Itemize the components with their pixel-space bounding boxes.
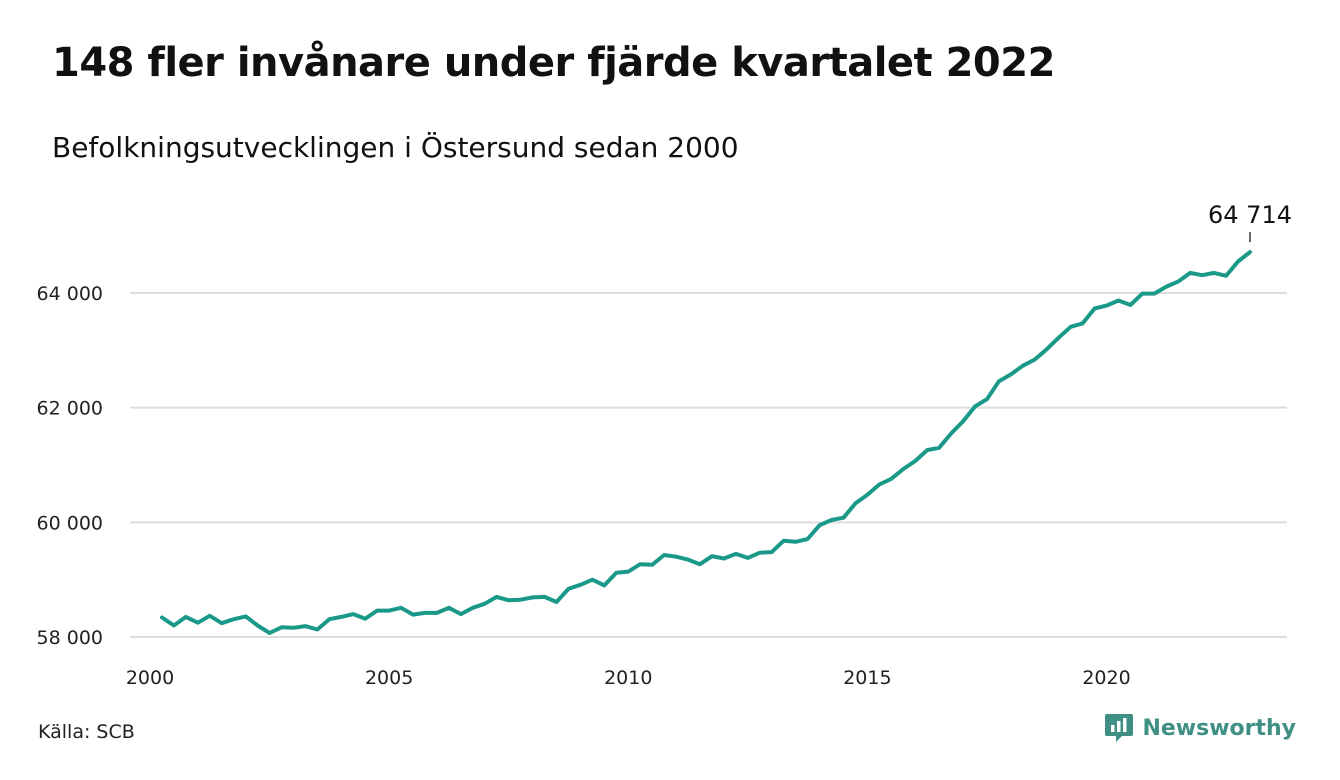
newsworthy-logo-icon	[1105, 714, 1134, 742]
series	[160, 250, 1252, 635]
x-tick-label: 2010	[604, 667, 652, 689]
x-axis-ticks: 2000 2005 2010 2015 2020	[126, 667, 1131, 689]
y-tick-label: 62 000	[37, 398, 103, 420]
x-tick-label: 2005	[365, 667, 413, 689]
x-tick-label: 2020	[1082, 667, 1130, 689]
chart-subtitle: Befolkningsutvecklingen i Östersund seda…	[52, 131, 739, 164]
gridlines	[130, 292, 1287, 638]
value-label-group: 64 714	[1208, 201, 1292, 243]
y-tick-label: 58 000	[37, 627, 103, 649]
y-tick-label: 64 000	[37, 283, 103, 305]
last-value-label: 64 714	[1208, 201, 1292, 229]
brand-logo-group: Newsworthy	[1104, 712, 1296, 744]
y-tick-label: 60 000	[37, 512, 103, 534]
brand-name: Newsworthy	[1142, 715, 1296, 741]
y-axis-ticks: 58 000 60 000 62 000 64 000	[37, 283, 103, 649]
chart-title: 148 fler invånare under fjärde kvartalet…	[52, 40, 1055, 86]
series-line	[160, 250, 1252, 635]
x-tick-label: 2015	[843, 667, 891, 689]
line-chart: 58 000 60 000 62 000 64 000 2000 2005 2010 201…	[37, 201, 1292, 689]
source-note: Källa: SCB	[38, 721, 135, 743]
x-tick-label: 2000	[126, 667, 174, 689]
